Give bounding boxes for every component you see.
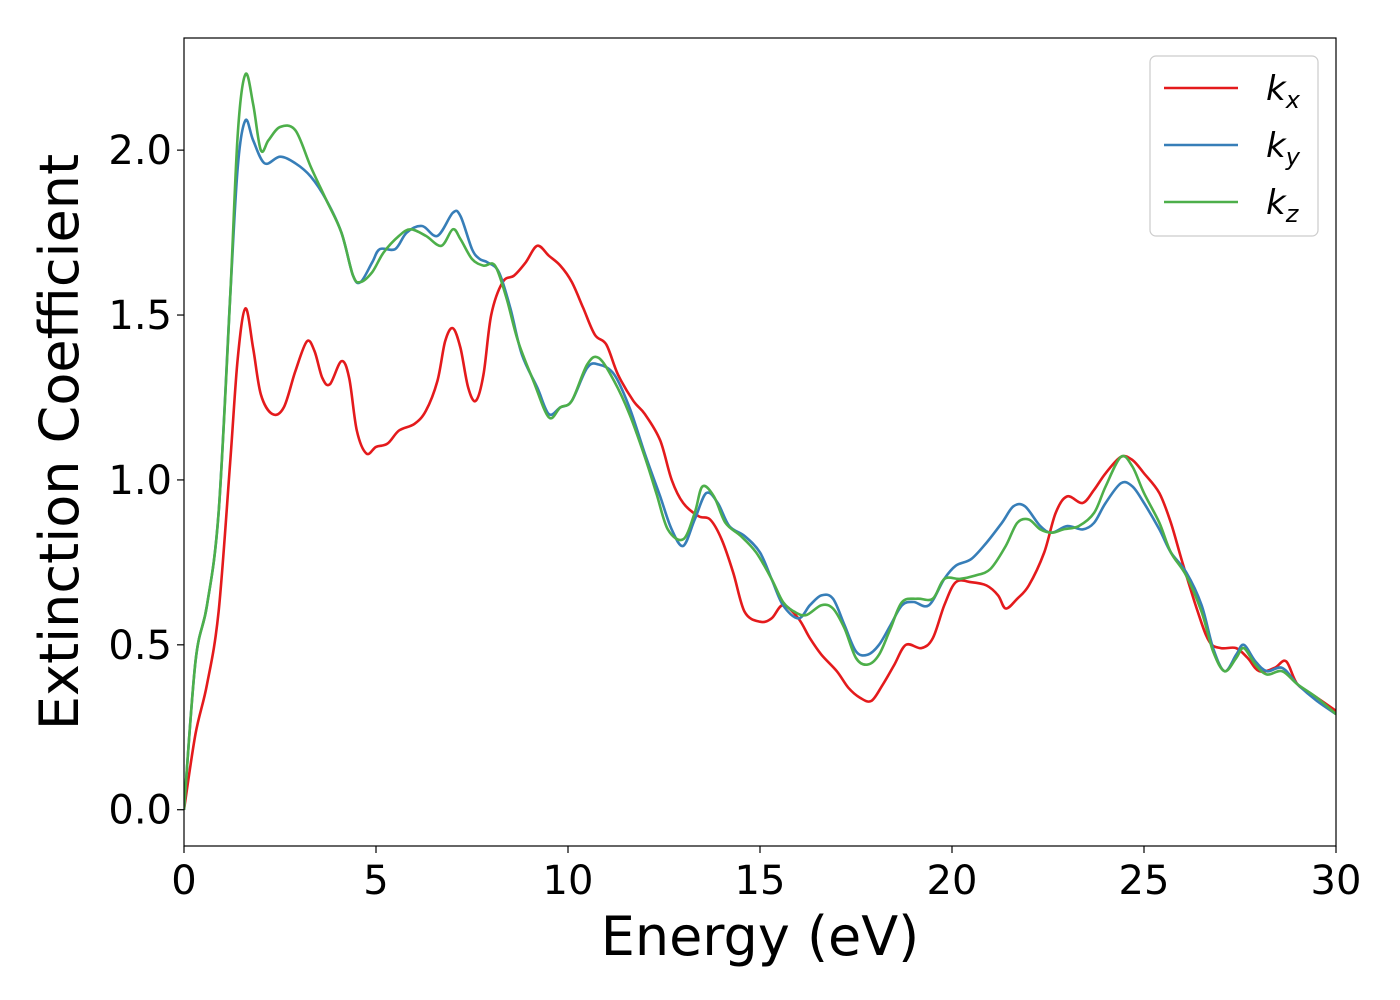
series-layer	[184, 72, 1336, 810]
legend-label-subscript: y	[1285, 143, 1301, 171]
x-tick-label: 25	[1119, 858, 1170, 904]
y-tick-label: 1.5	[108, 293, 172, 339]
y-tick-label: 1.0	[108, 458, 172, 504]
legend-label-main: k	[1266, 183, 1287, 223]
series-line-kx	[184, 244, 1336, 810]
series-line-kz	[184, 72, 1336, 810]
x-tick-label: 5	[363, 858, 388, 904]
x-tick-label: 10	[543, 858, 594, 904]
legend-label-kz: kz	[1266, 183, 1300, 228]
y-axis-ticks: 0.0 0.5 1.0 1.5 2.0	[108, 128, 184, 834]
x-axis-label: Energy (eV)	[601, 905, 920, 968]
legend-label-main: k	[1266, 69, 1287, 109]
y-tick-label: 0.5	[108, 623, 172, 669]
x-axis-ticks: 0 5 10 15 20 25 30	[171, 846, 1361, 904]
x-tick-label: 0	[171, 858, 196, 904]
legend-label-ky: ky	[1266, 126, 1301, 171]
y-tick-label: 0.0	[108, 788, 172, 834]
legend-label-kx: kx	[1266, 69, 1301, 114]
y-axis-label: Extinction Coefficient	[28, 154, 91, 730]
y-tick-label: 2.0	[108, 128, 172, 174]
x-tick-label: 20	[927, 858, 978, 904]
legend-label-subscript: x	[1285, 86, 1301, 114]
legend-label-main: k	[1266, 126, 1287, 166]
x-tick-label: 30	[1311, 858, 1362, 904]
legend-label-subscript: z	[1285, 200, 1300, 228]
x-tick-label: 15	[735, 858, 786, 904]
